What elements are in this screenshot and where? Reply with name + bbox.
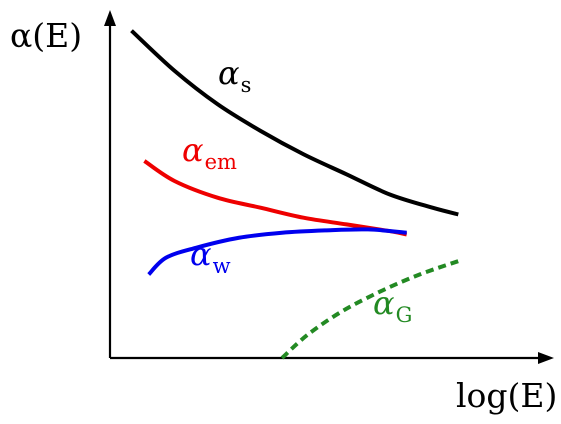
series-line-s (130, 29, 459, 217)
series-line-w (147, 227, 407, 276)
axes: α(E) log(E) (10, 10, 557, 415)
series-label-g: αG (373, 284, 412, 327)
series-label-em: αem (182, 131, 237, 174)
series-line-g (280, 259, 459, 360)
series-line-em (143, 159, 408, 237)
x-axis-arrow (538, 352, 554, 364)
series-group (130, 29, 459, 360)
series-label-symbol: α (373, 284, 395, 322)
series-label-s: αs (218, 54, 251, 97)
series-label-symbol: α (218, 54, 240, 92)
series-label-subscript: em (205, 150, 237, 174)
series-label-subscript: w (213, 254, 231, 278)
y-axis-arrow (104, 10, 116, 26)
y-axis-label: α(E) (10, 16, 82, 55)
series-label-symbol: α (190, 235, 212, 273)
series-label-subscript: G (396, 303, 413, 327)
series-label-w: αw (190, 235, 231, 278)
series-label-symbol: α (182, 131, 204, 169)
series-label-subscript: s (241, 73, 252, 97)
x-axis-label: log(E) (456, 376, 557, 415)
